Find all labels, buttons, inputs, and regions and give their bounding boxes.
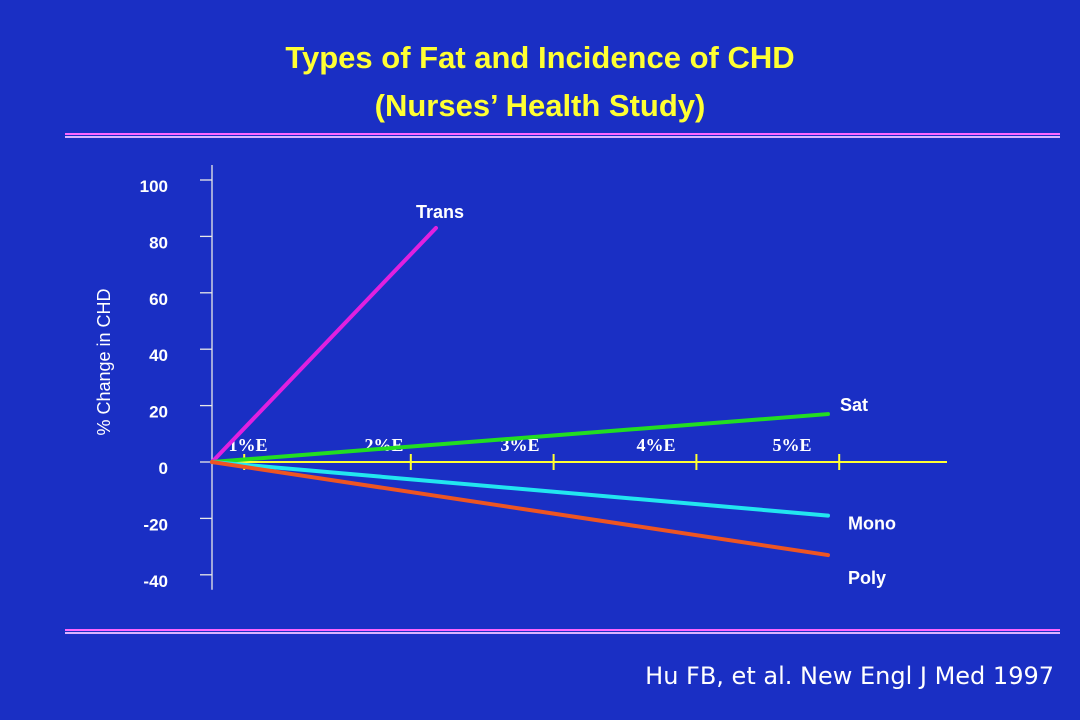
series-line-sat (210, 412, 830, 464)
series-label-trans: Trans (416, 202, 464, 222)
chart-title: Types of Fat and Incidence of CHD (285, 40, 795, 75)
y-tick-label: 40 (149, 346, 168, 365)
y-tick-label: -20 (143, 515, 168, 534)
y-tick-label: 100 (140, 177, 168, 196)
series-label-poly: Poly (848, 568, 886, 588)
series-line-mono (210, 460, 830, 518)
x-tick-label: 4%E (636, 435, 675, 455)
x-tick-label: 5%E (772, 435, 811, 455)
y-tick-label: 20 (149, 403, 168, 422)
y-tick-label: 0 (159, 459, 168, 478)
series-label-mono: Mono (848, 514, 896, 534)
series-label-sat: Sat (840, 395, 868, 415)
x-tick-label: 1%E (228, 435, 267, 455)
y-tick-label: 60 (149, 290, 168, 309)
citation: Hu FB, et al. New Engl J Med 1997 (645, 662, 1054, 690)
y-tick-label: -40 (143, 572, 168, 591)
series-line-trans (210, 225, 438, 464)
y-tick-label: 80 (149, 233, 168, 252)
chart-subtitle: (Nurses’ Health Study) (374, 88, 706, 123)
series-line-poly (210, 460, 830, 558)
y-axis-title: % Change in CHD (94, 288, 114, 435)
x-tick-label: 2%E (364, 435, 403, 455)
